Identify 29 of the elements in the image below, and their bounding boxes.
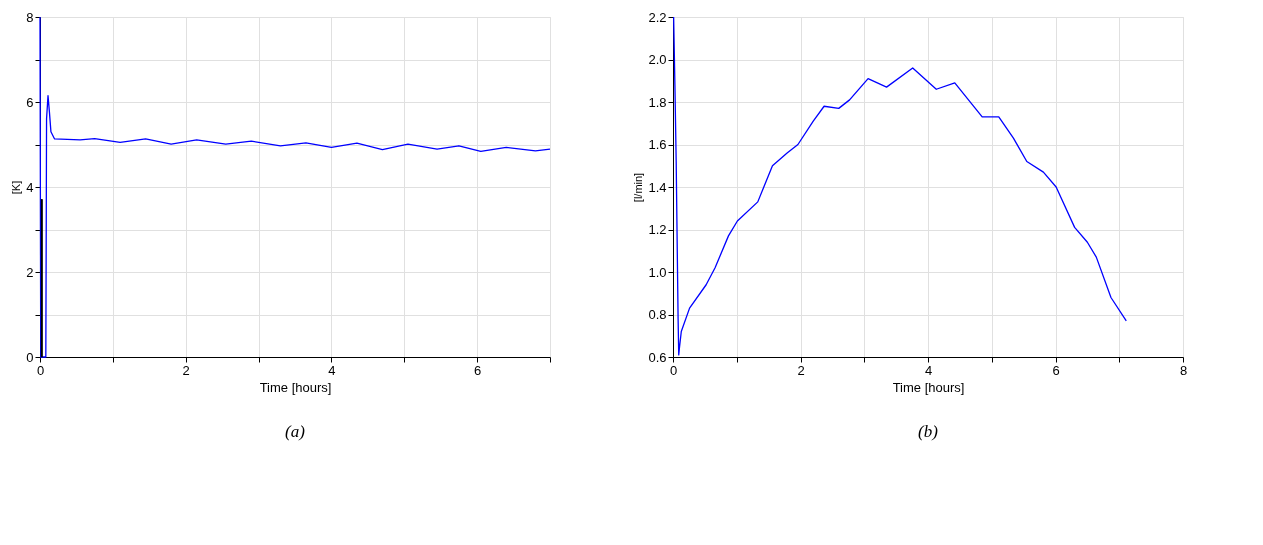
y-tick-label: 6 — [26, 94, 34, 110]
y-axis-title: [K] — [10, 180, 23, 195]
text: (a) — [285, 422, 306, 441]
x-tick-label: 2 — [797, 362, 805, 378]
x-axis-title: Time [hours] — [892, 379, 965, 395]
y-tick-label: 0 — [26, 349, 34, 365]
text: (b) — [918, 422, 939, 441]
y-tick-label: 8 — [26, 9, 34, 25]
y-tick-label: 1.2 — [648, 222, 667, 237]
y-tick-label: 4 — [26, 179, 34, 195]
x-tick-label: 6 — [1052, 362, 1060, 378]
y-tick-label: 0.6 — [648, 349, 667, 365]
y-tick-label: 1.6 — [648, 137, 667, 152]
y-tick-label: 0.8 — [648, 307, 667, 322]
x-tick-label: 4 — [924, 362, 933, 378]
x-tick-label: 0 — [669, 362, 678, 378]
y-tick-label: 2.2 — [648, 9, 667, 25]
x-tick-label: 2 — [182, 362, 190, 378]
y-tick-label: 2.0 — [648, 52, 667, 67]
x-tick-label: 6 — [474, 362, 482, 378]
x-tick-label: 8 — [1179, 362, 1188, 378]
y-tick-label: 1.8 — [648, 94, 667, 110]
x-axis-title: Time [hours] — [259, 379, 332, 395]
x-tick-label: 4 — [328, 362, 336, 378]
y-tick-label: 2 — [26, 264, 34, 280]
x-tick-label: 0 — [36, 362, 45, 378]
y-axis-title: [l/min] — [632, 172, 645, 203]
y-tick-label: 1.0 — [648, 264, 667, 280]
y-tick-label: 1.4 — [648, 179, 667, 195]
